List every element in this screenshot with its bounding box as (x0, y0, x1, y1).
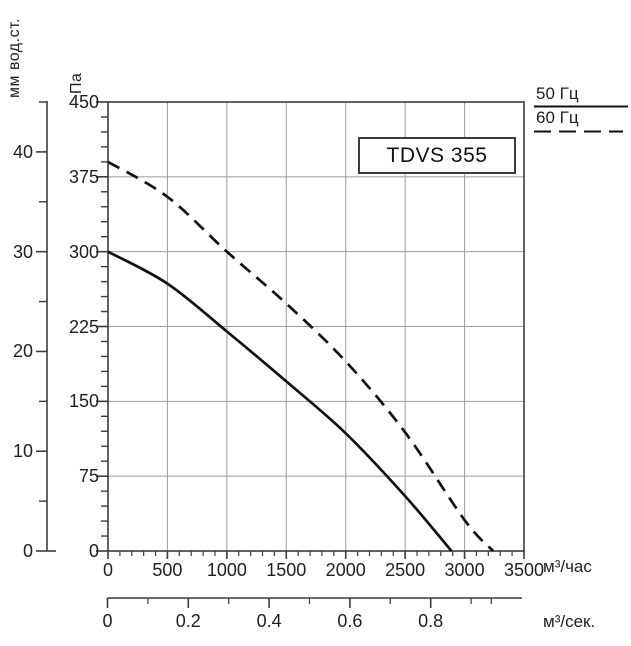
y-axis-tick-label: 75 (78, 466, 99, 487)
legend-dashed-line-sample (534, 130, 623, 133)
y-axis-tick-label: 375 (68, 166, 99, 187)
y2-axis-tick-label: 20 (12, 341, 33, 362)
y2-axis-tick-label: 30 (12, 241, 33, 262)
legend-solid-line-sample (534, 105, 628, 108)
x-axis-unit-label: м³/час (543, 557, 592, 576)
legend: 50 Гц 60 Гц (533, 84, 629, 133)
curve-50hz (107, 250, 453, 552)
x2-axis-tick-label: 0.6 (337, 611, 363, 631)
y2-axis-tick-label: 10 (12, 441, 33, 462)
model-title-box: TDVS 355 (358, 137, 516, 174)
legend-item-60hz: 60 Гц (533, 108, 629, 133)
y-axis-tick-label: 300 (68, 241, 99, 262)
x2-axis-tick-label: 0 (102, 611, 113, 631)
legend-label-50hz: 50 Гц (536, 84, 579, 103)
x2-axis-tick-label: 0.4 (256, 611, 282, 631)
x-axis-tick-label: 1500 (266, 560, 307, 580)
y-axis-tick-label: 225 (68, 316, 99, 337)
y2-axis-tick-label: 0 (22, 541, 33, 561)
y2-axis-tick-label: 40 (12, 141, 33, 162)
y-axis-tick-label: 0 (88, 541, 99, 561)
model-title: TDVS 355 (386, 143, 488, 167)
y-axis-tick-label: 150 (68, 391, 99, 412)
x-axis-tick-label: 3000 (444, 560, 485, 580)
x-axis-tick-label: 500 (152, 560, 183, 580)
x2-axis-unit-label: м³/сек. (543, 612, 596, 631)
legend-item-50hz: 50 Гц (533, 84, 629, 108)
x-axis-tick-label: 0 (102, 560, 114, 580)
x-axis-tick-label: 1000 (206, 560, 247, 580)
curve-60hz (107, 160, 495, 552)
x2-axis-tick-label: 0.8 (418, 611, 444, 631)
x-axis-tick-label: 3500 (503, 560, 545, 580)
legend-label-60hz: 60 Гц (536, 108, 579, 127)
x-axis-tick-label: 2500 (385, 560, 426, 580)
x-axis-tick-label: 2000 (325, 560, 366, 580)
x2-axis-tick-label: 0.2 (175, 611, 201, 631)
y-axis-tick-label: 450 (68, 92, 99, 112)
